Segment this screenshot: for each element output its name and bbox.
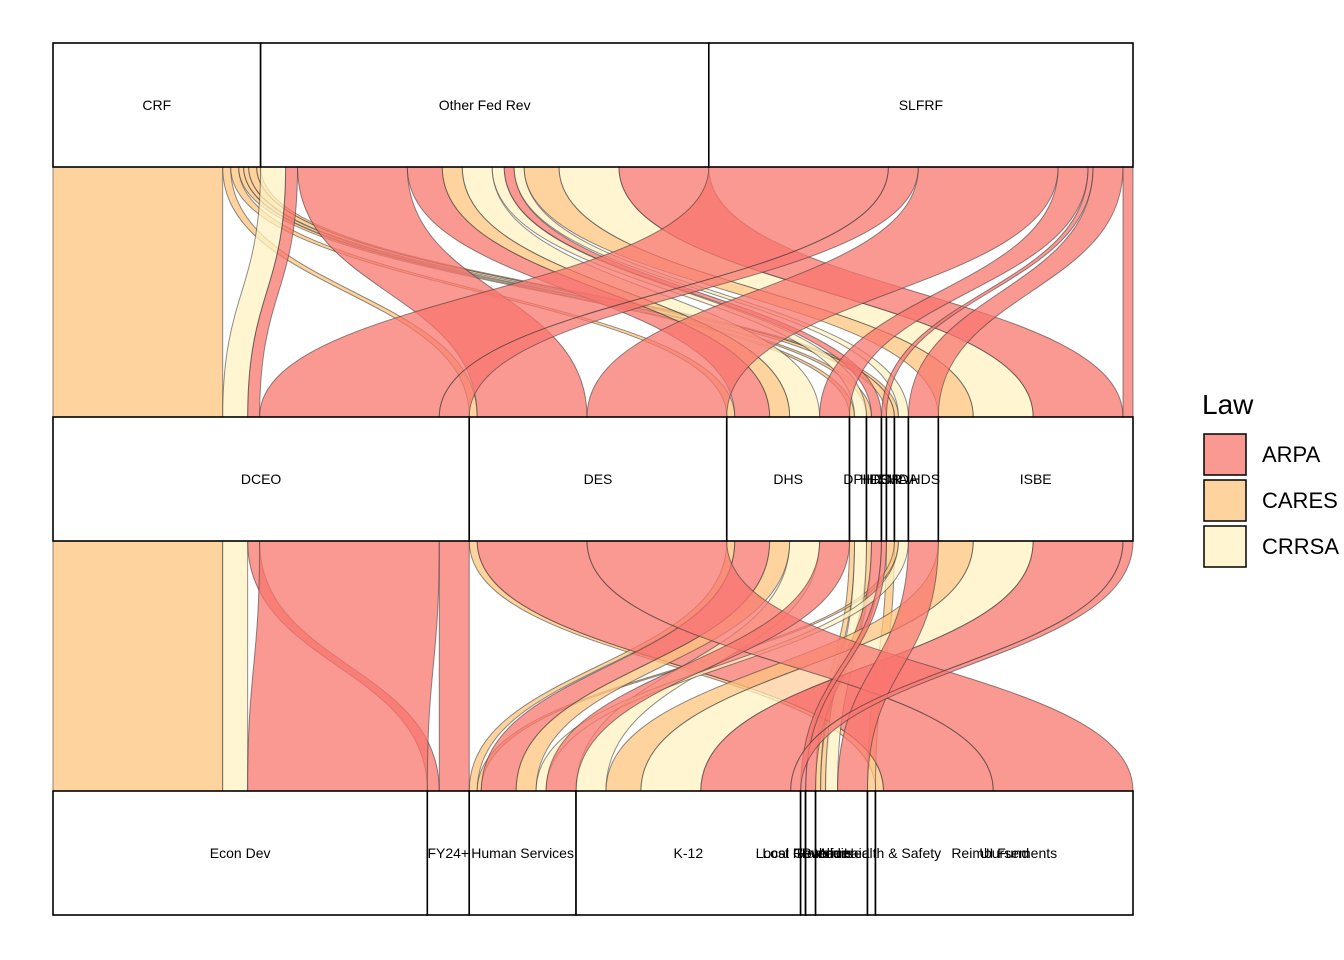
legend-label-cares: CARES <box>1262 488 1338 513</box>
node-agency <box>937 416 1134 542</box>
node-label-agency: ISBE <box>1020 471 1052 487</box>
node-category <box>575 790 802 916</box>
legend-label-crrsa: CRRSA <box>1262 534 1339 559</box>
node-agency <box>468 416 728 542</box>
flow-cares <box>52 540 224 792</box>
node-label-agency: IHDS <box>907 471 940 487</box>
node-label-category: Medicaid <box>814 845 870 861</box>
node-layer: CRF Other Fed Rev SLFRF DCEO DES DHS DPHHFSIDO… <box>52 42 1134 916</box>
node-label-agency: DPH <box>843 471 873 487</box>
node-label-agency: IHDA <box>885 471 919 487</box>
node-label-category: Public Health & Safety <box>802 845 941 861</box>
node-category <box>874 790 1134 916</box>
node-label-source: SLFRF <box>899 97 943 113</box>
node-source <box>707 42 1134 168</box>
node-label-category: Reimbursements <box>951 845 1057 861</box>
node-category <box>468 790 577 916</box>
node-label-category: K-12 <box>674 845 704 861</box>
legend: Law ARPA CARES CRRSA <box>1202 389 1339 568</box>
legend-title: Law <box>1202 389 1254 420</box>
node-label-category: Local Governm <box>756 845 851 861</box>
legend-key-cares <box>1203 479 1247 522</box>
legend-entries: ARPA CARES CRRSA <box>1203 433 1339 568</box>
node-label-category: Lost Revenue <box>762 845 849 861</box>
node-agency <box>52 416 471 542</box>
node-label-agency: IDOR <box>866 471 901 487</box>
node-agency <box>725 416 851 542</box>
node-source <box>52 42 262 168</box>
node-label-agency: IEMA <box>873 471 908 487</box>
node-label-source: Other Fed Rev <box>439 97 531 113</box>
flow-crrsa <box>222 540 249 792</box>
flow-arpa <box>1122 166 1134 418</box>
flow-arpa <box>247 540 440 792</box>
node-label-category: Econ Dev <box>210 845 271 861</box>
legend-label-arpa: ARPA <box>1262 442 1321 467</box>
flow-arpa <box>438 540 470 792</box>
node-label-agency: HFS <box>860 471 888 487</box>
flow-layer <box>52 166 1134 792</box>
legend-key-arpa <box>1203 433 1247 476</box>
node-source <box>259 42 710 168</box>
node-label-agency: DHS <box>773 471 803 487</box>
node-label-source: CRF <box>142 97 171 113</box>
node-label-category: Human Services <box>471 845 574 861</box>
node-label-agency: DES <box>584 471 613 487</box>
node-label-category: FY24+ <box>427 845 469 861</box>
node-category <box>426 790 471 916</box>
flow-cares <box>52 166 224 418</box>
node-category <box>52 790 429 916</box>
node-agency <box>907 416 940 542</box>
node-label-category: UI Fund <box>979 845 1029 861</box>
node-label-agency: DCEO <box>241 471 282 487</box>
legend-key-crrsa <box>1203 525 1247 568</box>
node-label-category: Transfers <box>794 845 853 861</box>
